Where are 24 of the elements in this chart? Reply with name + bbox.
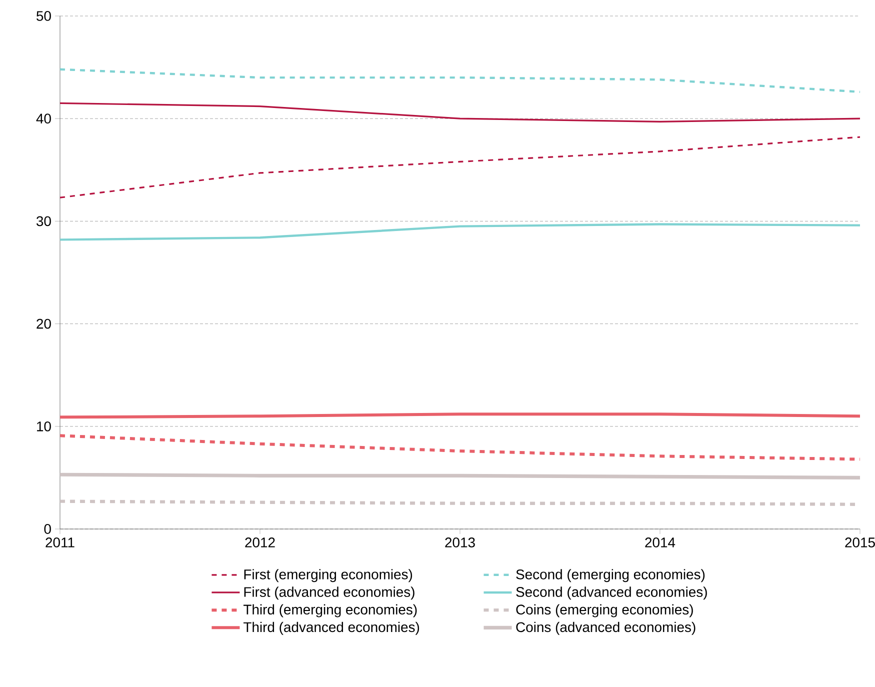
x-tick-label: 2011 bbox=[46, 538, 74, 548]
y-tick-label: 40 bbox=[36, 114, 51, 124]
line-series bbox=[60, 223, 860, 241]
x-tick-label: 2013 bbox=[445, 538, 475, 548]
legend-label: Coins (advanced economies) bbox=[516, 622, 696, 635]
legend-label: Third (advanced economies) bbox=[244, 622, 420, 635]
x-tick-label: 2012 bbox=[245, 538, 275, 548]
y-tick-label: 30 bbox=[36, 216, 51, 226]
y-tick-label: 20 bbox=[36, 318, 51, 329]
legend-label: Second (advanced economies) bbox=[516, 586, 707, 600]
line-series bbox=[60, 68, 860, 94]
legend-label: Coins (emerging economies) bbox=[516, 604, 693, 618]
legend-label: Second (emerging economies) bbox=[516, 569, 705, 582]
line-series bbox=[60, 434, 860, 461]
y-tick-label: 50 bbox=[36, 11, 51, 21]
legend-label: Third (emerging economies) bbox=[244, 604, 417, 618]
x-tick-label: 2014 bbox=[645, 538, 676, 548]
legend-label: First (emerging economies) bbox=[244, 569, 412, 582]
legend-label: First (advanced economies) bbox=[244, 586, 414, 600]
x-tick-label: 2015 bbox=[845, 538, 875, 548]
line-series bbox=[60, 136, 860, 198]
y-tick-label: 10 bbox=[37, 421, 51, 432]
line-series bbox=[60, 102, 860, 122]
y-tick-label: 0 bbox=[44, 524, 51, 534]
